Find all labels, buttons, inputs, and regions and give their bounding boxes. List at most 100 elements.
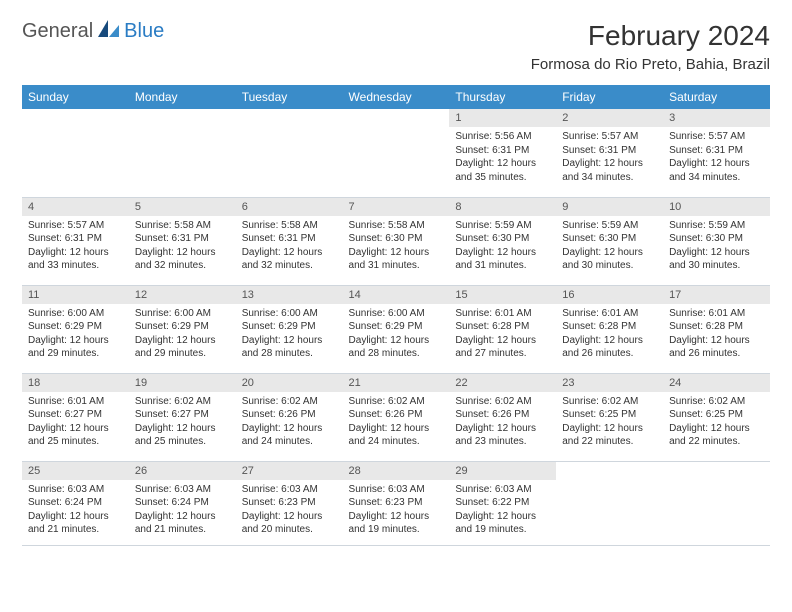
day-data: Sunrise: 6:03 AMSunset: 6:23 PMDaylight:… — [236, 480, 343, 541]
calendar-day-cell — [236, 109, 343, 197]
day-data: Sunrise: 5:56 AMSunset: 6:31 PMDaylight:… — [449, 127, 556, 188]
sunset-text: Sunset: 6:24 PM — [135, 496, 230, 510]
daylight-text: Daylight: 12 hours and 28 minutes. — [242, 334, 337, 361]
day-data: Sunrise: 6:00 AMSunset: 6:29 PMDaylight:… — [129, 304, 236, 365]
calendar-day-cell: 22Sunrise: 6:02 AMSunset: 6:26 PMDayligh… — [449, 373, 556, 461]
day-number: 15 — [449, 286, 556, 304]
day-number: 1 — [449, 109, 556, 127]
day-number: 16 — [556, 286, 663, 304]
sunrise-text: Sunrise: 6:03 AM — [349, 483, 444, 497]
sunset-text: Sunset: 6:28 PM — [562, 320, 657, 334]
calendar-day-cell: 3Sunrise: 5:57 AMSunset: 6:31 PMDaylight… — [663, 109, 770, 197]
day-number: 18 — [22, 374, 129, 392]
day-data: Sunrise: 5:59 AMSunset: 6:30 PMDaylight:… — [556, 216, 663, 277]
sunrise-text: Sunrise: 6:00 AM — [242, 307, 337, 321]
day-data: Sunrise: 6:01 AMSunset: 6:28 PMDaylight:… — [449, 304, 556, 365]
day-number: 17 — [663, 286, 770, 304]
day-data: Sunrise: 6:02 AMSunset: 6:27 PMDaylight:… — [129, 392, 236, 453]
calendar-week-row: 4Sunrise: 5:57 AMSunset: 6:31 PMDaylight… — [22, 197, 770, 285]
sunset-text: Sunset: 6:30 PM — [349, 232, 444, 246]
day-number: 4 — [22, 198, 129, 216]
day-number: 6 — [236, 198, 343, 216]
daylight-text: Daylight: 12 hours and 34 minutes. — [669, 157, 764, 184]
day-data: Sunrise: 5:58 AMSunset: 6:31 PMDaylight:… — [236, 216, 343, 277]
day-data: Sunrise: 6:00 AMSunset: 6:29 PMDaylight:… — [343, 304, 450, 365]
weekday-header: Tuesday — [236, 85, 343, 109]
calendar-day-cell: 7Sunrise: 5:58 AMSunset: 6:30 PMDaylight… — [343, 197, 450, 285]
day-data: Sunrise: 6:03 AMSunset: 6:23 PMDaylight:… — [343, 480, 450, 541]
calendar-day-cell: 20Sunrise: 6:02 AMSunset: 6:26 PMDayligh… — [236, 373, 343, 461]
day-data: Sunrise: 6:03 AMSunset: 6:24 PMDaylight:… — [22, 480, 129, 541]
day-data: Sunrise: 6:03 AMSunset: 6:24 PMDaylight:… — [129, 480, 236, 541]
calendar-day-cell: 10Sunrise: 5:59 AMSunset: 6:30 PMDayligh… — [663, 197, 770, 285]
daylight-text: Daylight: 12 hours and 25 minutes. — [135, 422, 230, 449]
day-data: Sunrise: 5:59 AMSunset: 6:30 PMDaylight:… — [663, 216, 770, 277]
sunset-text: Sunset: 6:28 PM — [669, 320, 764, 334]
day-data: Sunrise: 5:58 AMSunset: 6:30 PMDaylight:… — [343, 216, 450, 277]
calendar-day-cell: 5Sunrise: 5:58 AMSunset: 6:31 PMDaylight… — [129, 197, 236, 285]
daylight-text: Daylight: 12 hours and 35 minutes. — [455, 157, 550, 184]
location: Formosa do Rio Preto, Bahia, Brazil — [531, 56, 770, 73]
daylight-text: Daylight: 12 hours and 29 minutes. — [28, 334, 123, 361]
sunset-text: Sunset: 6:26 PM — [349, 408, 444, 422]
day-number: 14 — [343, 286, 450, 304]
sunrise-text: Sunrise: 6:01 AM — [562, 307, 657, 321]
day-data: Sunrise: 6:01 AMSunset: 6:27 PMDaylight:… — [22, 392, 129, 453]
day-data: Sunrise: 6:00 AMSunset: 6:29 PMDaylight:… — [236, 304, 343, 365]
sunrise-text: Sunrise: 5:58 AM — [349, 219, 444, 233]
sunrise-text: Sunrise: 6:01 AM — [669, 307, 764, 321]
day-number: 7 — [343, 198, 450, 216]
day-number: 27 — [236, 462, 343, 480]
day-number: 21 — [343, 374, 450, 392]
calendar-day-cell: 4Sunrise: 5:57 AMSunset: 6:31 PMDaylight… — [22, 197, 129, 285]
calendar-day-cell: 18Sunrise: 6:01 AMSunset: 6:27 PMDayligh… — [22, 373, 129, 461]
calendar-day-cell — [343, 109, 450, 197]
calendar-day-cell: 9Sunrise: 5:59 AMSunset: 6:30 PMDaylight… — [556, 197, 663, 285]
sunset-text: Sunset: 6:31 PM — [135, 232, 230, 246]
calendar-day-cell: 6Sunrise: 5:58 AMSunset: 6:31 PMDaylight… — [236, 197, 343, 285]
daylight-text: Daylight: 12 hours and 29 minutes. — [135, 334, 230, 361]
calendar-table: SundayMondayTuesdayWednesdayThursdayFrid… — [22, 85, 770, 546]
calendar-day-cell: 1Sunrise: 5:56 AMSunset: 6:31 PMDaylight… — [449, 109, 556, 197]
day-number: 23 — [556, 374, 663, 392]
daylight-text: Daylight: 12 hours and 27 minutes. — [455, 334, 550, 361]
calendar-day-cell: 15Sunrise: 6:01 AMSunset: 6:28 PMDayligh… — [449, 285, 556, 373]
daylight-text: Daylight: 12 hours and 24 minutes. — [349, 422, 444, 449]
sunset-text: Sunset: 6:25 PM — [562, 408, 657, 422]
sunset-text: Sunset: 6:31 PM — [455, 144, 550, 158]
header: General Blue February 2024 Formosa do Ri… — [22, 20, 770, 73]
sunset-text: Sunset: 6:29 PM — [349, 320, 444, 334]
day-data: Sunrise: 5:58 AMSunset: 6:31 PMDaylight:… — [129, 216, 236, 277]
day-data: Sunrise: 5:59 AMSunset: 6:30 PMDaylight:… — [449, 216, 556, 277]
day-number: 3 — [663, 109, 770, 127]
daylight-text: Daylight: 12 hours and 30 minutes. — [562, 246, 657, 273]
day-data: Sunrise: 5:57 AMSunset: 6:31 PMDaylight:… — [22, 216, 129, 277]
calendar-day-cell: 17Sunrise: 6:01 AMSunset: 6:28 PMDayligh… — [663, 285, 770, 373]
weekday-header: Sunday — [22, 85, 129, 109]
daylight-text: Daylight: 12 hours and 20 minutes. — [242, 510, 337, 537]
sunset-text: Sunset: 6:30 PM — [562, 232, 657, 246]
calendar-day-cell: 12Sunrise: 6:00 AMSunset: 6:29 PMDayligh… — [129, 285, 236, 373]
sunrise-text: Sunrise: 6:00 AM — [28, 307, 123, 321]
day-data: Sunrise: 6:02 AMSunset: 6:26 PMDaylight:… — [236, 392, 343, 453]
calendar-day-cell — [556, 461, 663, 545]
daylight-text: Daylight: 12 hours and 34 minutes. — [562, 157, 657, 184]
calendar-day-cell: 21Sunrise: 6:02 AMSunset: 6:26 PMDayligh… — [343, 373, 450, 461]
sunset-text: Sunset: 6:30 PM — [669, 232, 764, 246]
sunset-text: Sunset: 6:29 PM — [242, 320, 337, 334]
sunset-text: Sunset: 6:29 PM — [135, 320, 230, 334]
sunset-text: Sunset: 6:22 PM — [455, 496, 550, 510]
sunrise-text: Sunrise: 6:00 AM — [349, 307, 444, 321]
daylight-text: Daylight: 12 hours and 25 minutes. — [28, 422, 123, 449]
day-data: Sunrise: 6:01 AMSunset: 6:28 PMDaylight:… — [663, 304, 770, 365]
day-number: 20 — [236, 374, 343, 392]
sunrise-text: Sunrise: 6:03 AM — [455, 483, 550, 497]
sunrise-text: Sunrise: 6:03 AM — [135, 483, 230, 497]
sunset-text: Sunset: 6:25 PM — [669, 408, 764, 422]
day-number: 11 — [22, 286, 129, 304]
calendar-day-cell: 19Sunrise: 6:02 AMSunset: 6:27 PMDayligh… — [129, 373, 236, 461]
daylight-text: Daylight: 12 hours and 22 minutes. — [669, 422, 764, 449]
daylight-text: Daylight: 12 hours and 32 minutes. — [242, 246, 337, 273]
day-number: 8 — [449, 198, 556, 216]
day-data: Sunrise: 6:02 AMSunset: 6:25 PMDaylight:… — [556, 392, 663, 453]
